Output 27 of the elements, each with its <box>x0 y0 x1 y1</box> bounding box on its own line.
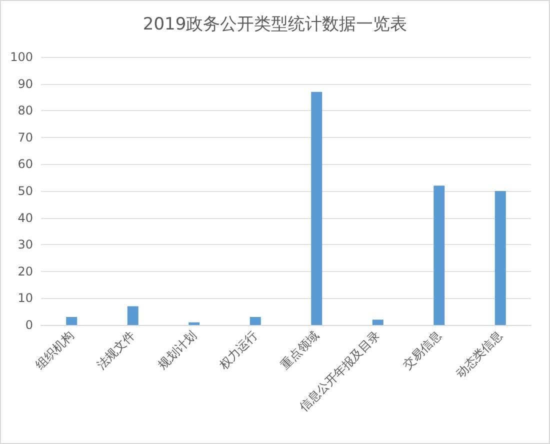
bar <box>372 320 384 325</box>
x-tick-label: 组织机构 <box>32 328 77 372</box>
y-tick-label: 20 <box>18 264 33 278</box>
x-tick-label: 动态类信息 <box>453 328 506 380</box>
y-tick-label: 30 <box>18 238 33 252</box>
bar <box>250 316 261 325</box>
bar <box>127 306 138 325</box>
y-tick-label: 10 <box>18 291 33 306</box>
x-tick-label: 权力运行 <box>216 328 260 373</box>
y-tick-label: 100 <box>10 50 33 64</box>
y-tick-label: 40 <box>18 210 33 225</box>
y-tick-label: 80 <box>18 104 33 118</box>
bar <box>434 186 445 325</box>
y-tick-label: 0 <box>25 318 33 332</box>
bar <box>311 92 322 325</box>
y-tick-label: 70 <box>18 130 33 144</box>
y-tick-label: 60 <box>18 157 33 172</box>
bar <box>188 322 200 325</box>
bar <box>66 316 78 325</box>
x-tick-label: 重点领域 <box>278 328 322 372</box>
x-tick-label: 法规文件 <box>94 328 138 372</box>
x-tick-label: 规划计划 <box>155 328 200 372</box>
bar <box>494 191 506 325</box>
y-tick-label: 90 <box>18 76 33 91</box>
chart-title: 2019政务公开类型统计数据一览表 <box>142 14 408 34</box>
x-tick-label: 交易信息 <box>400 328 444 372</box>
y-tick-label: 50 <box>18 184 33 198</box>
